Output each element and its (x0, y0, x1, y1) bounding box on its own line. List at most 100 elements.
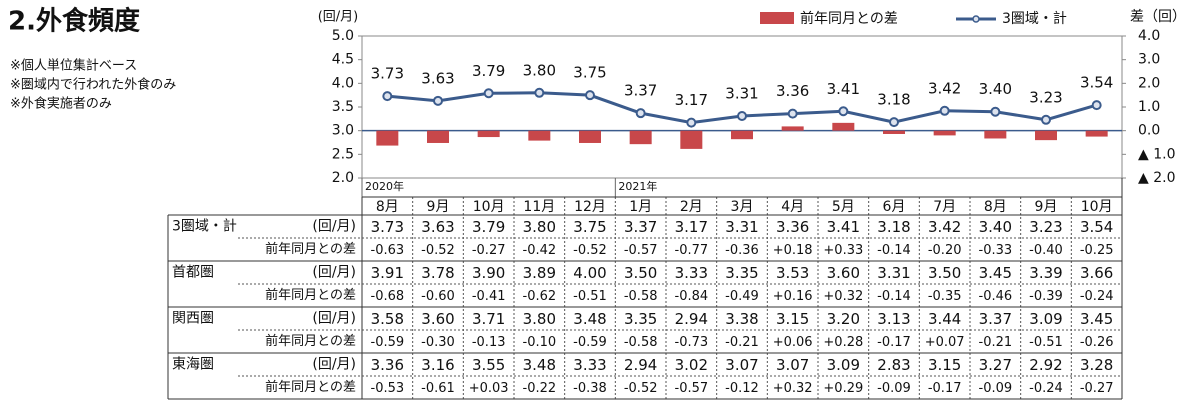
table-diff: -0.62 (523, 289, 557, 304)
month-label: 12月 (574, 199, 606, 215)
region-unit: (回/月) (312, 357, 356, 373)
table-value: 3.33 (573, 356, 606, 374)
y-tick-label: 3.0 (332, 123, 354, 139)
marker (737, 110, 747, 121)
table-diff: -0.46 (979, 289, 1013, 304)
data-label: 3.37 (624, 82, 657, 100)
table-diff: +0.33 (823, 243, 863, 258)
bar (579, 130, 601, 143)
table-diff: -0.39 (1029, 289, 1063, 304)
table-diff: -0.13 (472, 335, 506, 350)
month-label: 9月 (1035, 199, 1058, 215)
marker (433, 95, 443, 106)
y2-tick-label: 1.0 (1138, 99, 1160, 115)
region-unit: (回/月) (312, 219, 356, 235)
table-value: 3.36 (371, 356, 404, 374)
data-label: 3.17 (675, 91, 708, 109)
table-value: 4.00 (573, 264, 606, 282)
table-value: 3.89 (523, 264, 556, 282)
table-diff: -0.57 (675, 381, 709, 396)
table-value: 3.60 (421, 310, 454, 328)
table-diff: +0.29 (823, 381, 863, 396)
table-value: 3.39 (1029, 264, 1062, 282)
table-diff: -0.84 (675, 289, 709, 304)
bar (629, 130, 652, 145)
diff-row-label: 前年同月との差 (265, 287, 356, 303)
bar (680, 130, 703, 149)
table-diff: -0.14 (877, 243, 911, 258)
table-diff: -0.51 (573, 289, 607, 304)
bar (781, 126, 804, 131)
data-label: 3.18 (877, 91, 910, 109)
marker (939, 105, 950, 116)
plot-area (361, 35, 1123, 179)
data-label: 3.63 (421, 69, 454, 87)
month-label: 10月 (1081, 199, 1113, 215)
table-value: 3.18 (877, 218, 910, 236)
table-diff: -0.42 (523, 243, 557, 258)
table-diff: -0.14 (877, 289, 911, 304)
table-diff: -0.25 (1080, 243, 1114, 258)
region-name: 3圏域・計 (172, 219, 237, 235)
table-value: 3.31 (877, 264, 910, 282)
note: ※個人単位集計ベース (10, 58, 137, 74)
table-diff: -0.52 (421, 243, 455, 258)
table-diff: -0.38 (573, 381, 607, 396)
legend-label: 前年同月との差 (800, 10, 898, 27)
table-value: 3.33 (675, 264, 708, 282)
table-diff: -0.58 (624, 335, 658, 350)
data-label: 3.40 (979, 80, 1012, 98)
table-diff: -0.24 (1080, 289, 1114, 304)
table-value: 3.31 (725, 218, 758, 236)
table-diff: -0.52 (624, 381, 658, 396)
data-label: 3.80 (523, 61, 556, 79)
table-diff: -0.20 (928, 243, 962, 258)
y-tick-label: 2.5 (332, 146, 354, 162)
marker (1091, 100, 1102, 111)
table-diff: +0.03 (469, 381, 509, 396)
table-value: 2.94 (675, 310, 708, 328)
month-label: 10月 (473, 199, 505, 215)
y2-tick-label: 0.0 (1138, 123, 1160, 139)
diff-row-label: 前年同月との差 (265, 379, 356, 395)
table-diff: -0.27 (472, 243, 506, 258)
table-diff: -0.59 (371, 335, 405, 350)
marker (787, 108, 798, 119)
table-value: 3.80 (523, 310, 556, 328)
data-label: 3.42 (928, 79, 961, 97)
table-value: 3.35 (624, 310, 657, 328)
table-diff: -0.24 (1029, 381, 1063, 396)
table-value: 3.48 (523, 356, 556, 374)
y-tick-label: 4.0 (332, 75, 354, 91)
bar (984, 130, 1007, 139)
table-diff: -0.35 (928, 289, 962, 304)
table-value: 3.27 (979, 356, 1012, 374)
region-name: 関西圏 (172, 311, 214, 327)
table-value: 3.71 (472, 310, 505, 328)
y-tick-label: 2.0 (332, 170, 354, 186)
table-diff: -0.21 (979, 335, 1013, 350)
table-value: 3.09 (827, 356, 860, 374)
table-diff: -0.57 (624, 243, 658, 258)
y2-tick-label: 4.0 (1138, 28, 1160, 44)
table-value: 3.48 (573, 310, 606, 328)
month-label: 6月 (883, 199, 906, 215)
table-diff: +0.32 (773, 381, 813, 396)
table-diff: -0.21 (725, 335, 759, 350)
y-tick-label: 5.0 (332, 28, 354, 44)
table-value: 3.02 (675, 356, 708, 374)
bar (1085, 130, 1108, 137)
table-value: 3.35 (725, 264, 758, 282)
table-diff: -0.40 (1029, 243, 1063, 258)
bar (376, 130, 399, 146)
table-value: 3.37 (979, 310, 1012, 328)
table-diff: -0.61 (421, 381, 455, 396)
month-label: 8月 (376, 199, 399, 215)
marker (382, 91, 393, 102)
table-diff: -0.33 (979, 243, 1013, 258)
table-diff: -0.49 (725, 289, 759, 304)
month-label: 1月 (629, 199, 652, 215)
month-label: 8月 (984, 199, 1007, 215)
table-value: 2.92 (1029, 356, 1062, 374)
table-diff: -0.17 (928, 381, 962, 396)
